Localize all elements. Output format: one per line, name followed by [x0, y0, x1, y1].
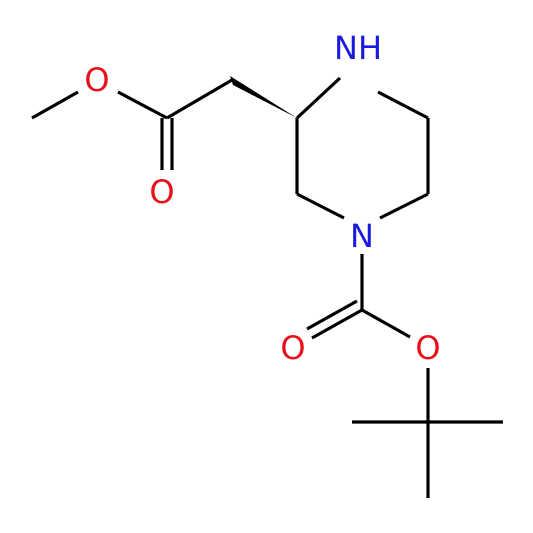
bond	[117, 90, 168, 120]
bond	[295, 76, 342, 120]
atom-label: N	[350, 217, 374, 255]
bond	[166, 78, 233, 120]
bond	[361, 308, 411, 339]
bond	[306, 299, 358, 331]
bonds	[31, 76, 503, 498]
wedge-bond	[230, 76, 297, 118]
bond	[31, 90, 79, 120]
bond	[296, 192, 345, 220]
bond	[377, 90, 429, 120]
atom-label: NH	[334, 29, 382, 67]
atom-label: O	[149, 173, 174, 211]
bond	[379, 192, 429, 220]
atom-label: O	[84, 61, 109, 99]
bond	[311, 308, 363, 340]
atom-label: O	[280, 329, 305, 367]
atom-label: O	[415, 329, 440, 367]
